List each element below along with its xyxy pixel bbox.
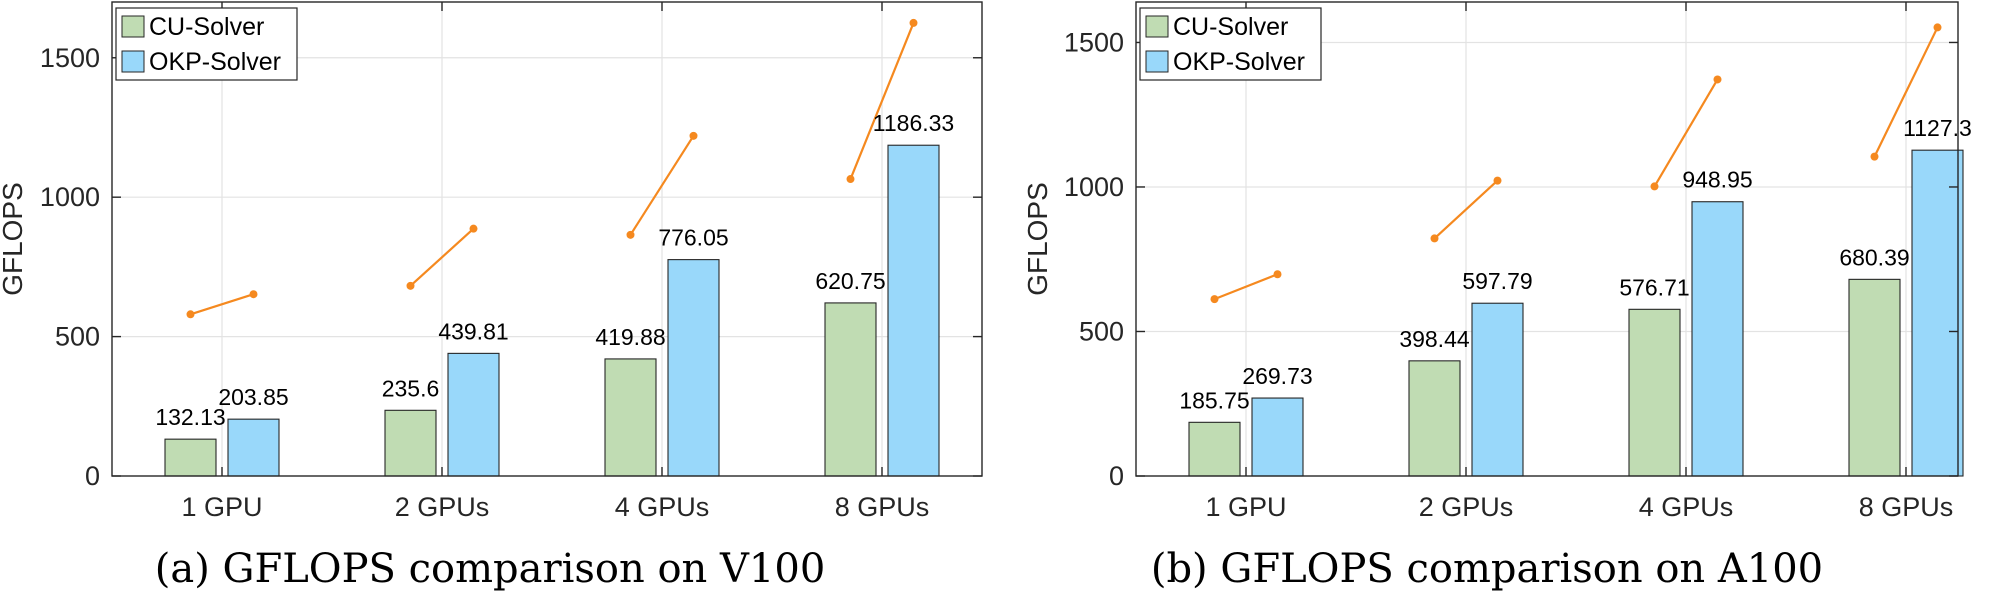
y-tick-label: 1000 [40,182,100,212]
trend-point-end [1273,270,1282,279]
y-tick-label: 500 [1079,316,1124,346]
bar-okp-solver-2-gpus [447,352,500,477]
trend-point-start [406,281,415,290]
trend-point-start [1650,182,1659,191]
trend-line-1-gpu [190,293,254,316]
trend-point-start [186,310,195,319]
bar-okp-solver-8-gpus [887,144,940,477]
trend-line-2-gpus [409,227,475,287]
figure-caption: (a) GFLOPS comparison on V100 [155,546,826,592]
data-label-cu-solver-8-gpus: 620.75 [815,268,885,294]
trend-point-end [689,131,698,140]
legend-label-cu-solver: CU-Solver [1173,13,1288,41]
bar-cu-solver-8-gpus [1848,278,1901,477]
trend-point-start [1210,295,1219,304]
trend-point-start [626,230,635,239]
trend-point-end [1713,75,1722,84]
bar-okp-solver-1-gpu [227,418,280,477]
trend-line-1-gpu [1214,273,1278,301]
bar-cu-solver-2-gpus [384,409,437,477]
x-tick-label-4-gpus: 4 GPUs [615,492,710,522]
x-tick-label-2-gpus: 2 GPUs [1419,492,1514,522]
legend-swatch-cu-solver [121,15,145,38]
chart-panel-a100: 185.75 398.44 576.71 680.39 269.73 597.79 948.… [1022,1,1972,592]
y-tick-label: 500 [55,322,100,352]
data-label-okp-solver-1-gpu: 203.85 [218,384,288,410]
data-label-okp-solver-8-gpus: 1127.3 [1903,115,1972,141]
data-label-cu-solver-4-gpus: 576.71 [1619,274,1689,300]
plot-frame [1135,1,1959,477]
data-label-okp-solver-4-gpus: 948.95 [1682,167,1752,193]
bar-cu-solver-2-gpus [1408,360,1461,477]
trend-line-8-gpus [849,22,915,180]
data-label-cu-solver-2-gpus: 235.6 [382,375,440,401]
trend-point-end [909,18,918,27]
x-tick-label-1-gpu: 1 GPU [1205,492,1286,522]
data-label-cu-solver-2-gpus: 398.44 [1399,326,1470,352]
legend-label-okp-solver: OKP-Solver [149,48,281,76]
bar-cu-solver-8-gpus [824,302,877,477]
bar-cu-solver-4-gpus [1628,308,1681,477]
trend-point-start [1870,152,1879,161]
trend-line-2-gpus [1433,179,1499,240]
legend-swatch-cu-solver [1145,15,1169,38]
trend-line-4-gpus [1653,78,1719,187]
data-label-cu-solver-4-gpus: 419.88 [595,324,665,350]
trend-line-8-gpus [1873,26,1939,158]
bar-okp-solver-4-gpus [667,259,720,477]
x-tick-label-8-gpus: 8 GPUs [835,492,930,522]
legend: CU-Solver OKP-Solver [115,7,298,81]
legend-label-cu-solver: CU-Solver [149,13,264,41]
y-axis-label: GFLOPS [1022,182,1053,296]
trend-point-start [1430,234,1439,243]
bar-cu-solver-4-gpus [604,358,657,477]
y-tick-label: 0 [1109,461,1124,491]
legend-label-okp-solver: OKP-Solver [1173,48,1305,76]
legend-swatch-okp-solver [121,50,145,73]
bar-okp-solver-4-gpus [1691,201,1744,477]
legend-box [115,7,298,81]
data-label-okp-solver-1-gpu: 269.73 [1242,363,1312,389]
bar-okp-solver-1-gpu [1251,397,1304,477]
plot-frame [111,1,983,477]
x-tick-label-2-gpus: 2 GPUs [395,492,490,522]
trend-line-4-gpus [629,135,695,236]
legend: CU-Solver OKP-Solver [1139,7,1322,81]
bar-cu-solver-1-gpu [164,438,217,477]
legend-box [1139,7,1322,81]
y-tick-label: 1000 [1064,172,1124,202]
legend-swatch-okp-solver [1145,50,1169,73]
data-label-okp-solver-2-gpus: 439.81 [438,318,508,344]
y-tick-label: 0 [85,461,100,491]
chart-panel-v100: 132.13 235.6 419.88 620.75 203.85 439.81 776.0… [0,1,983,592]
bar-okp-solver-8-gpus [1911,149,1964,477]
trend-point-end [249,290,258,299]
trend-point-end [469,224,478,233]
bar-okp-solver-2-gpus [1471,302,1524,477]
bar-cu-solver-1-gpu [1188,421,1241,477]
data-label-cu-solver-1-gpu: 132.13 [155,404,225,430]
y-tick-label: 1500 [40,43,100,73]
trend-point-end [1493,176,1502,185]
x-tick-label-8-gpus: 8 GPUs [1859,492,1954,522]
y-axis-label: GFLOPS [0,182,28,296]
trend-point-end [1933,23,1942,32]
x-tick-label-1-gpu: 1 GPU [181,492,262,522]
data-label-cu-solver-1-gpu: 185.75 [1179,387,1249,413]
trend-point-start [846,175,855,184]
data-label-okp-solver-2-gpus: 597.79 [1462,268,1532,294]
x-tick-label-4-gpus: 4 GPUs [1639,492,1734,522]
y-tick-label: 1500 [1064,27,1124,57]
data-label-okp-solver-8-gpus: 1186.33 [873,110,954,136]
data-label-cu-solver-8-gpus: 680.39 [1839,244,1909,270]
figure-caption: (b) GFLOPS comparison on A100 [1151,546,1823,592]
data-label-okp-solver-4-gpus: 776.05 [658,225,728,251]
